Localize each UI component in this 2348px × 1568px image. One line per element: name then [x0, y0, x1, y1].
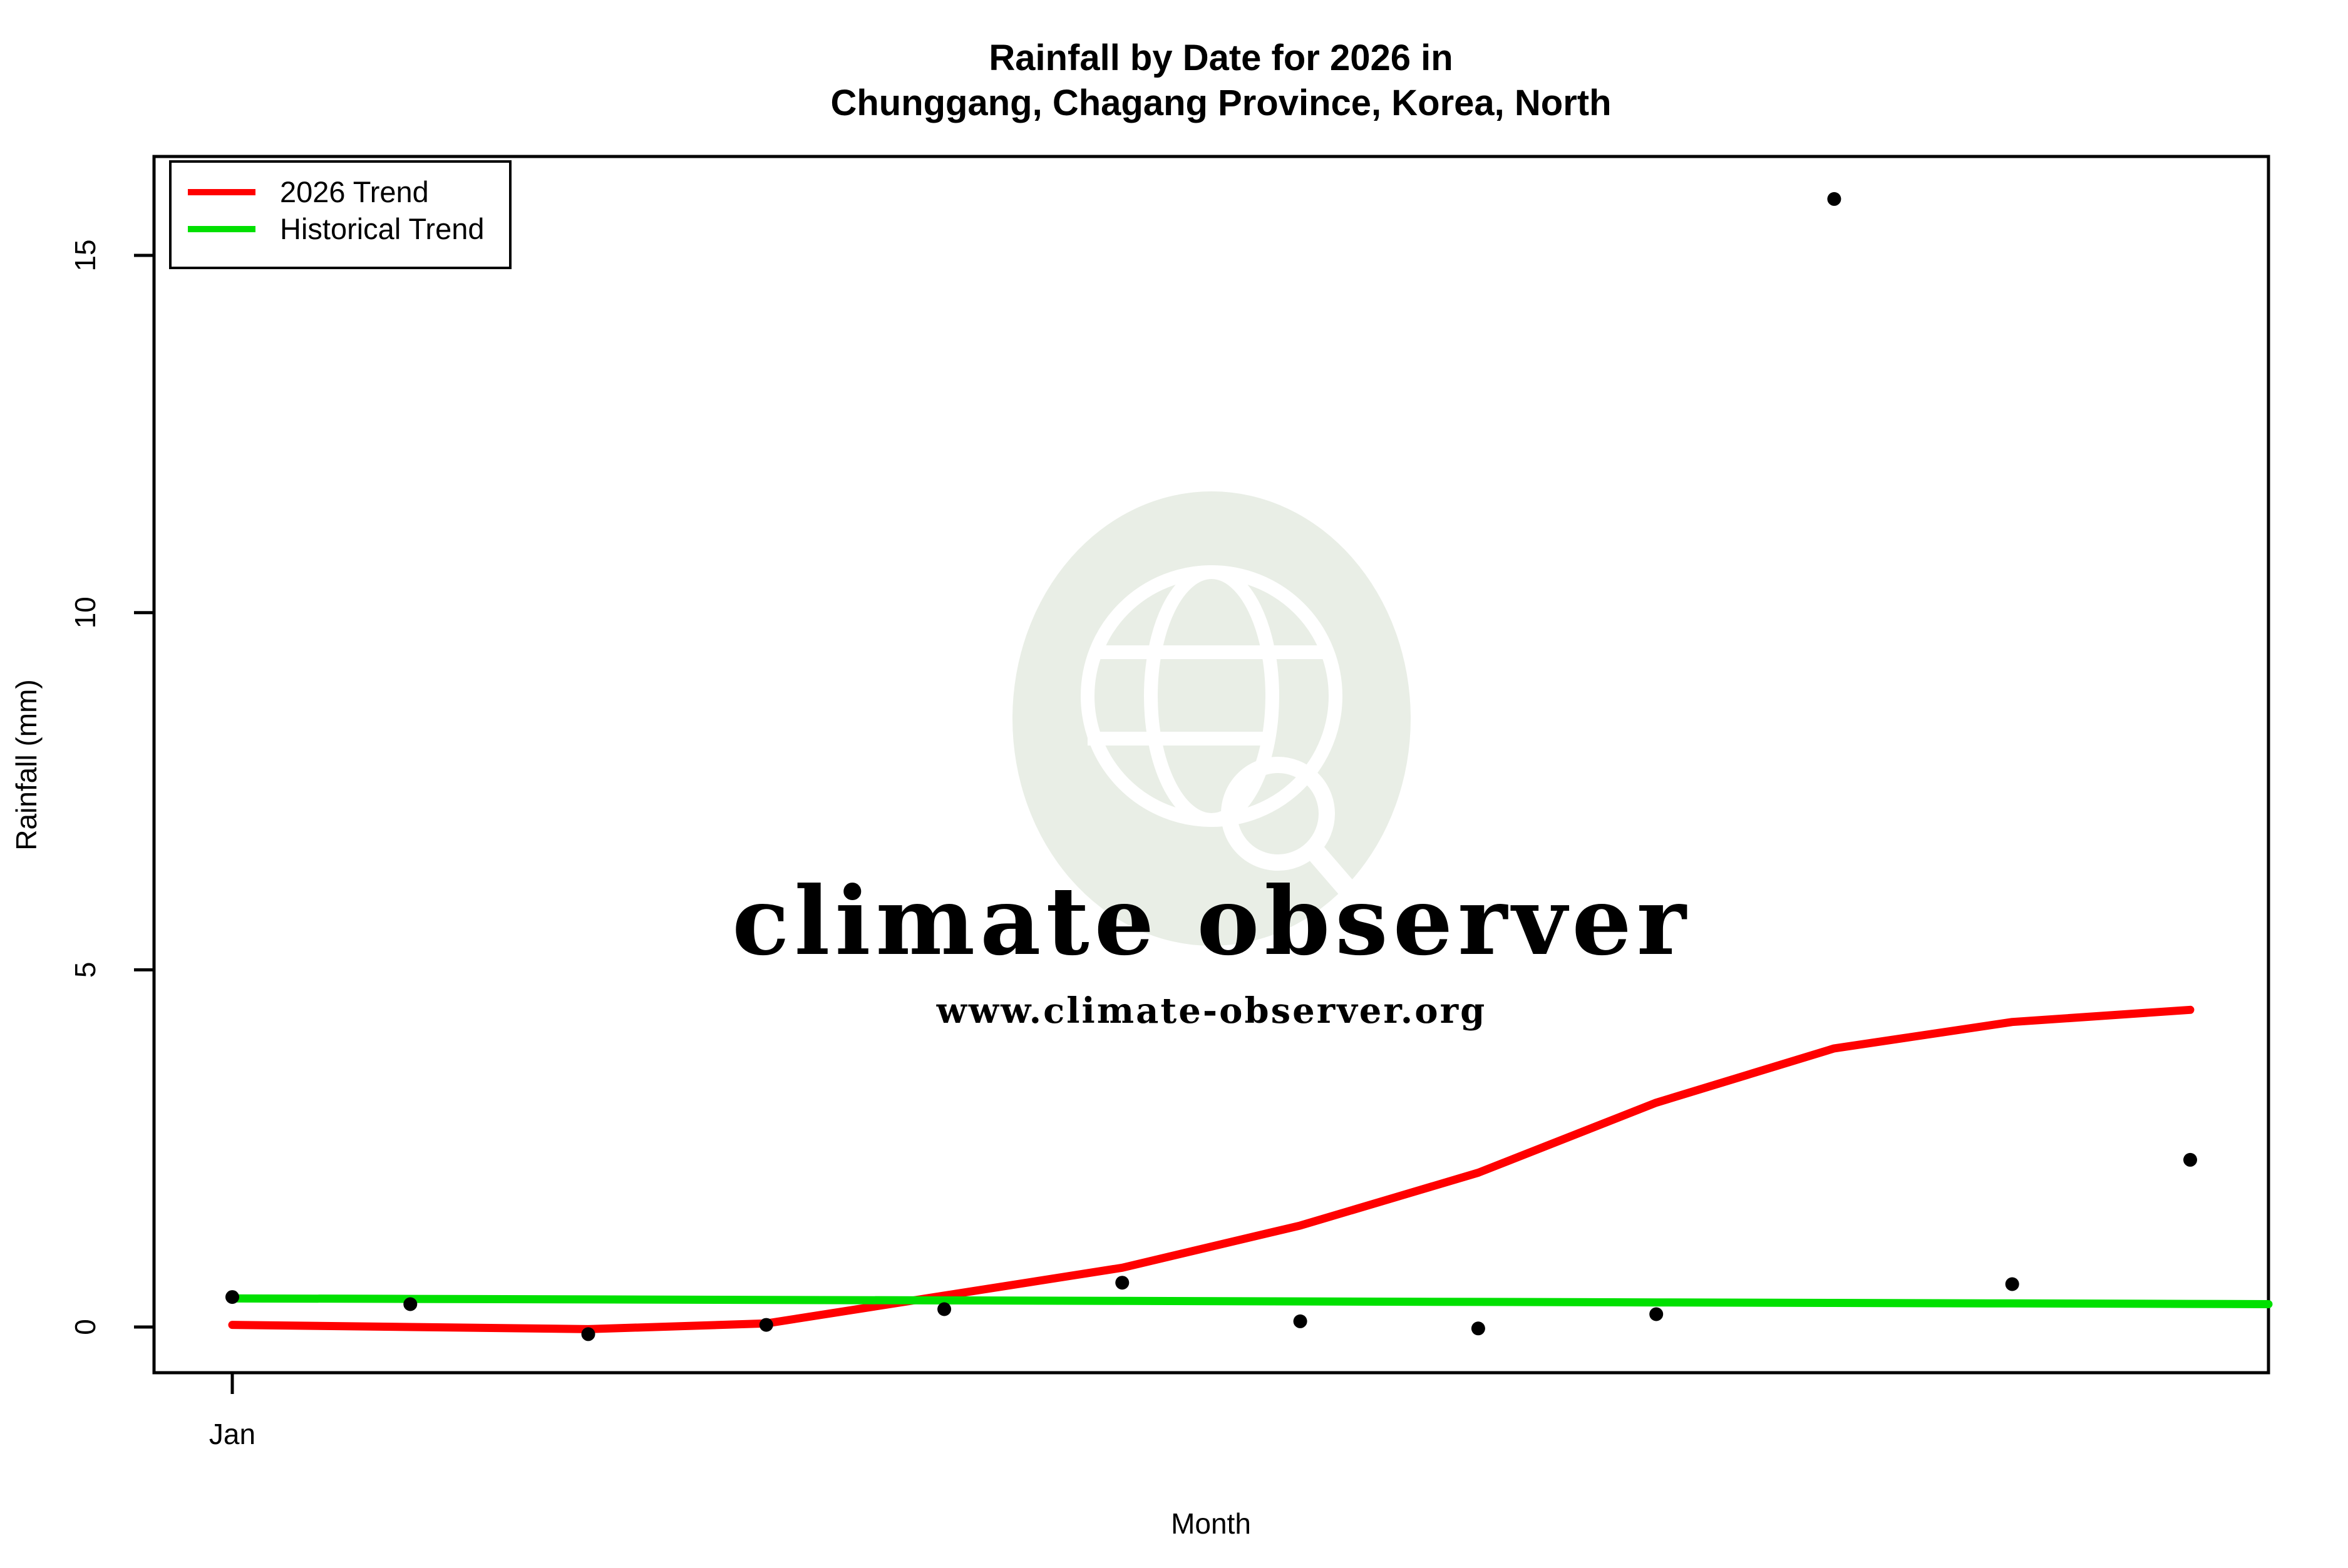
legend-label-2026-trend: 2026 Trend	[280, 175, 429, 208]
data-point-mar	[581, 1327, 595, 1341]
chart-title-line2: Chunggang, Chagang Province, Korea, Nort…	[830, 83, 1611, 123]
chart-title-line1: Rainfall by Date for 2026 in	[989, 38, 1453, 78]
plot-border	[152, 155, 2270, 1375]
legend-label-historical-trend: Historical Trend	[280, 212, 485, 245]
watermark-brand: climate observer	[732, 866, 1691, 976]
data-point-jul	[1293, 1314, 1307, 1328]
y-tick-label: 15	[69, 239, 101, 271]
data-point-oct	[1827, 192, 1841, 206]
data-point-jan	[225, 1290, 239, 1304]
legend: 2026 Trend Historical Trend	[169, 160, 512, 269]
watermark: climate observer www.climate-observer.or…	[732, 491, 1691, 1032]
data-point-sep	[1649, 1307, 1664, 1321]
y-axis: 0 5 10 15	[69, 239, 154, 1335]
y-tick-label: 5	[69, 962, 101, 978]
y-tick-label: 0	[69, 1319, 101, 1335]
data-point-nov	[2005, 1277, 2019, 1291]
data-point-aug	[1471, 1321, 1485, 1336]
data-point-jun	[1115, 1276, 1130, 1290]
trend-line-2026-trend	[228, 1005, 2195, 1333]
data-points	[225, 192, 2197, 1341]
data-point-feb	[403, 1297, 418, 1311]
data-point-dec	[2183, 1152, 2197, 1167]
x-axis-label: Month	[1171, 1507, 1251, 1540]
legend-box	[169, 160, 512, 269]
trend-line-historical-trend	[228, 1294, 2273, 1308]
globe-magnifier-icon	[1081, 565, 1364, 906]
y-axis-label: Rainfall (mm)	[10, 679, 43, 850]
y-tick-label: 10	[69, 597, 101, 628]
x-axis: Jan	[209, 1373, 255, 1450]
x-tick-label: Jan	[209, 1418, 255, 1450]
watermark-url: www.climate-observer.org	[936, 990, 1487, 1032]
trend-lines	[228, 1005, 2273, 1333]
data-point-may	[937, 1302, 952, 1316]
data-point-apr	[759, 1318, 773, 1332]
watermark-ellipse	[1012, 491, 1411, 946]
